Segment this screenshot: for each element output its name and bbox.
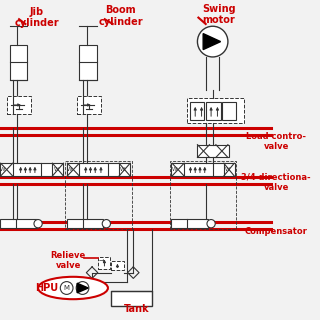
Text: Relieve
valve: Relieve valve	[51, 251, 86, 270]
FancyBboxPatch shape	[190, 102, 204, 120]
Text: Compensator: Compensator	[245, 228, 308, 236]
Circle shape	[34, 220, 42, 228]
Ellipse shape	[38, 277, 108, 299]
Text: Swing
motor: Swing motor	[202, 4, 236, 25]
Text: Boom
cylinder: Boom cylinder	[98, 5, 143, 27]
Text: Tank: Tank	[124, 304, 149, 314]
FancyBboxPatch shape	[79, 45, 97, 80]
FancyBboxPatch shape	[111, 291, 152, 306]
Circle shape	[102, 220, 110, 228]
Text: W: W	[120, 167, 125, 172]
FancyBboxPatch shape	[111, 261, 124, 270]
Text: W: W	[0, 167, 5, 172]
FancyBboxPatch shape	[10, 45, 27, 80]
Text: Jib
cylinder: Jib cylinder	[14, 7, 59, 28]
FancyBboxPatch shape	[77, 96, 100, 114]
Text: W: W	[172, 167, 177, 172]
FancyBboxPatch shape	[7, 96, 31, 114]
Polygon shape	[203, 34, 220, 50]
Text: W: W	[53, 167, 59, 172]
Polygon shape	[77, 283, 88, 293]
Text: W: W	[67, 167, 73, 172]
FancyBboxPatch shape	[67, 219, 103, 228]
FancyBboxPatch shape	[172, 219, 208, 228]
Text: 3/4 directiona-
valve: 3/4 directiona- valve	[241, 173, 311, 192]
FancyBboxPatch shape	[172, 163, 235, 176]
Circle shape	[197, 26, 228, 57]
FancyBboxPatch shape	[0, 163, 63, 176]
Text: →: →	[99, 259, 105, 265]
Text: HPU: HPU	[36, 283, 59, 293]
FancyBboxPatch shape	[187, 98, 244, 123]
FancyBboxPatch shape	[197, 145, 228, 157]
Text: W: W	[225, 167, 230, 172]
Text: Load contro-
valve: Load contro- valve	[246, 132, 306, 151]
FancyBboxPatch shape	[206, 102, 220, 120]
Circle shape	[60, 282, 73, 294]
Text: M: M	[64, 285, 70, 291]
FancyBboxPatch shape	[99, 257, 110, 269]
Circle shape	[207, 220, 215, 228]
FancyBboxPatch shape	[67, 163, 130, 176]
FancyBboxPatch shape	[222, 102, 236, 120]
FancyBboxPatch shape	[0, 219, 36, 228]
Circle shape	[76, 282, 89, 294]
